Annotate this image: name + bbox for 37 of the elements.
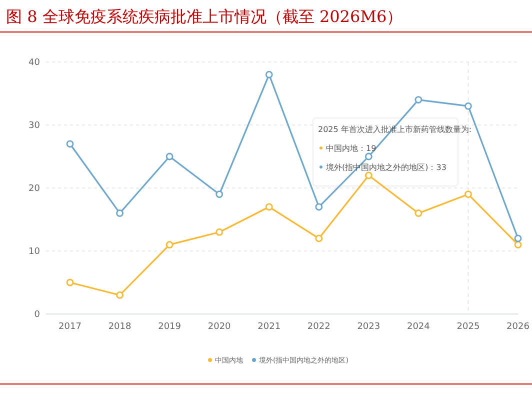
point (414, 96, 422, 104)
point (116, 210, 124, 217)
point (66, 278, 74, 286)
point (315, 234, 323, 242)
x-tick-label: 2017 (58, 322, 82, 332)
point (315, 203, 323, 211)
point (166, 241, 174, 248)
point (414, 210, 422, 217)
x-tick-label: 2023 (357, 322, 380, 332)
x-tick-label: 2021 (258, 322, 281, 332)
point (464, 102, 472, 110)
point (364, 172, 372, 180)
point (464, 190, 472, 198)
point (66, 140, 74, 148)
x-tick-label: 2026 (506, 322, 530, 332)
x-tick-label: 2024 (406, 322, 430, 332)
x-tick-label: 2018 (108, 322, 132, 332)
y-tick-label: 30 (28, 121, 40, 132)
point (364, 152, 372, 160)
point (265, 203, 273, 211)
y-tick-label: 0 (34, 310, 40, 320)
point (514, 241, 522, 248)
x-tick-label: 2019 (158, 322, 182, 332)
point (216, 190, 224, 198)
annotation: 中国内地：19 (326, 144, 376, 153)
x-tick-label: 2020 (208, 322, 232, 332)
point (116, 291, 124, 299)
point (166, 152, 174, 160)
y-tick-label: 10 (28, 247, 40, 258)
x-tick-label: 2025 (456, 322, 480, 332)
chart-title: 图 8 全球免疫系统疾病批准上市情况（截至 2026M6） (6, 7, 403, 26)
y-tick-label: 20 (28, 184, 40, 194)
x-tick-label: 2022 (307, 322, 330, 332)
point (216, 228, 224, 236)
y-tick-label: 40 (28, 58, 40, 68)
point (265, 70, 273, 78)
point (514, 234, 522, 242)
